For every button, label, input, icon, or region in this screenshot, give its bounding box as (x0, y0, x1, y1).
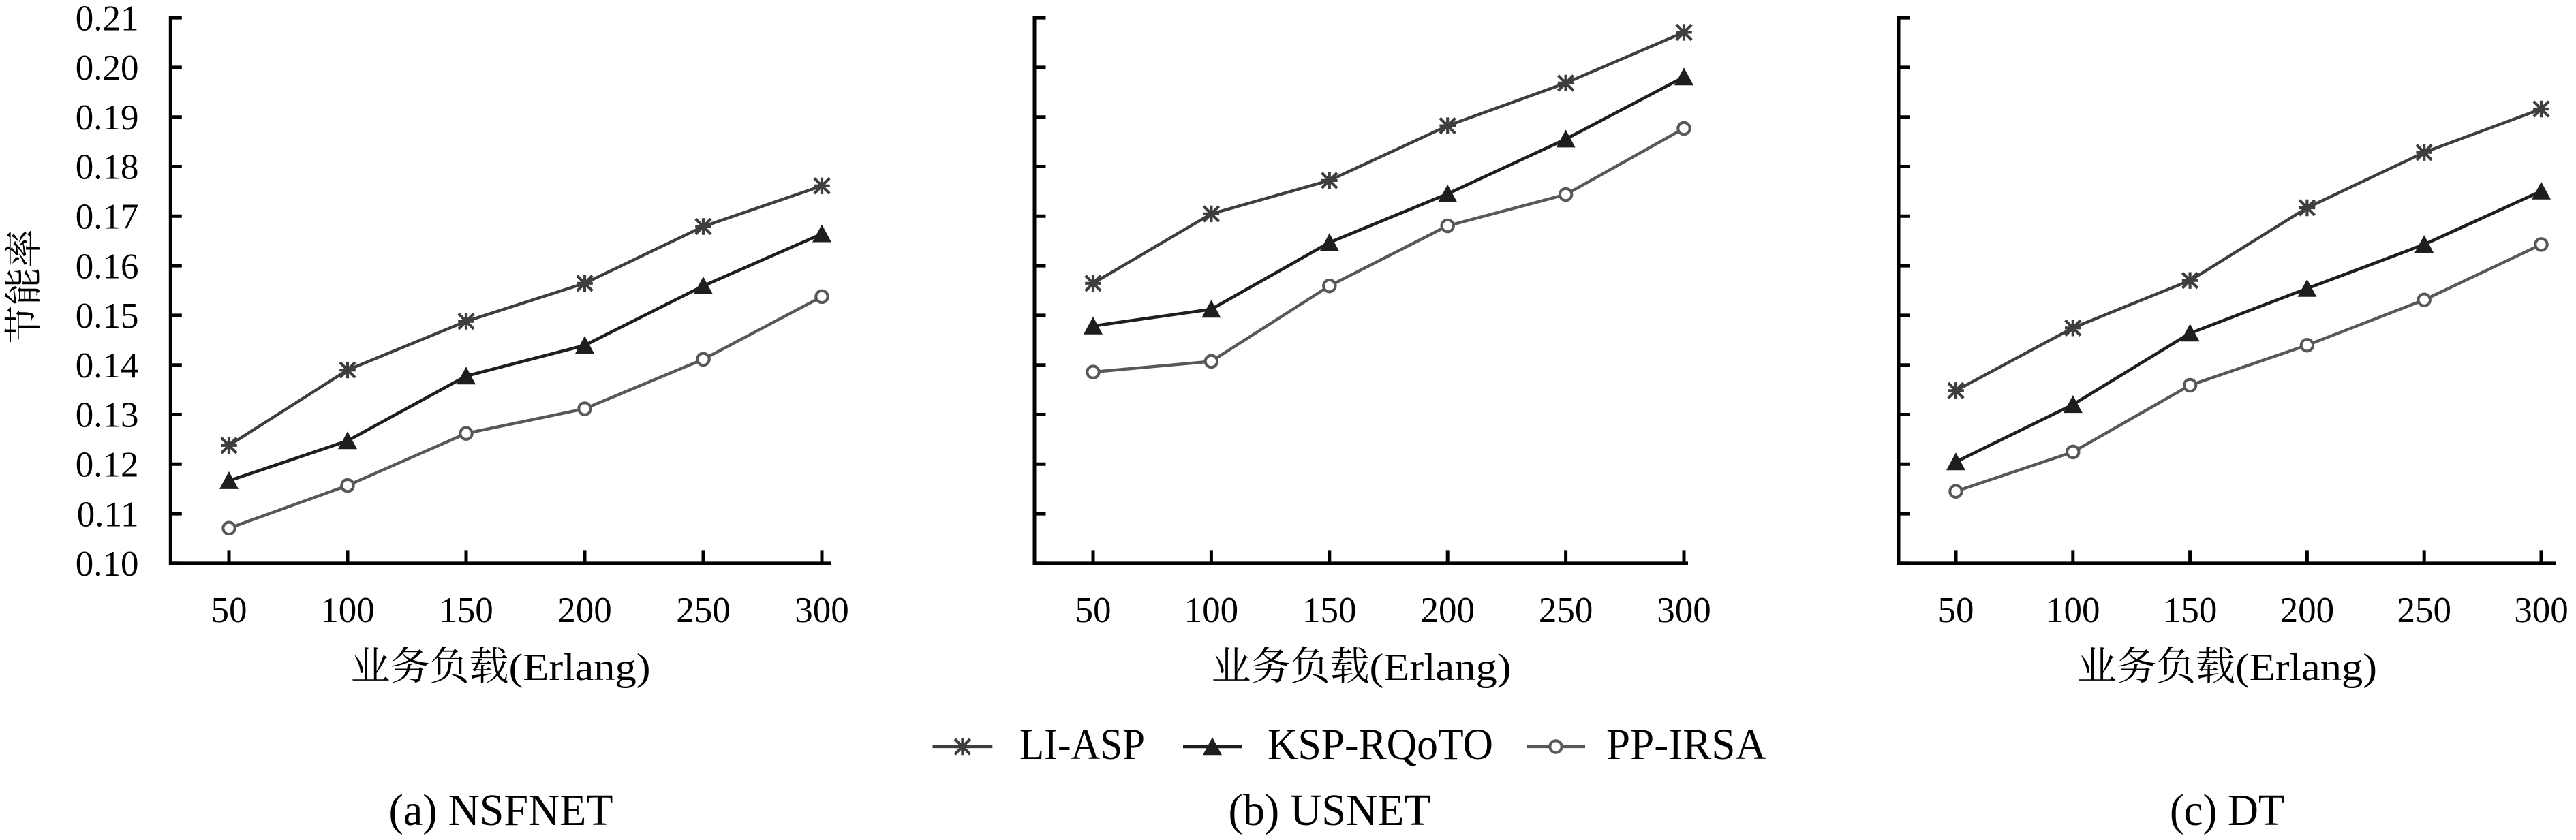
svg-text:300: 300 (795, 591, 849, 630)
svg-text:250: 250 (676, 591, 731, 630)
svg-text:250: 250 (1539, 591, 1593, 630)
svg-text:KSP-RQoTO: KSP-RQoTO (1268, 720, 1493, 769)
svg-text:0.11: 0.11 (77, 495, 139, 534)
svg-text:0.13: 0.13 (76, 396, 139, 435)
svg-text:0.17: 0.17 (76, 198, 139, 237)
svg-text:100: 100 (320, 591, 375, 630)
svg-text:LI-ASP: LI-ASP (1019, 720, 1145, 769)
svg-text:(Erlang): (Erlang) (2235, 647, 2377, 689)
svg-text:0.12: 0.12 (76, 446, 139, 485)
svg-text:0.14: 0.14 (76, 346, 139, 386)
svg-text:50: 50 (211, 591, 247, 630)
svg-text:PP-IRSA: PP-IRSA (1606, 720, 1766, 769)
svg-text:300: 300 (1657, 591, 1711, 630)
svg-text:200: 200 (2280, 591, 2335, 630)
svg-text:150: 150 (1302, 591, 1357, 630)
svg-text:300: 300 (2514, 591, 2569, 630)
svg-text:100: 100 (2046, 591, 2100, 630)
svg-text:0.18: 0.18 (76, 148, 139, 187)
svg-text:0.16: 0.16 (76, 247, 139, 286)
svg-text:0.20: 0.20 (76, 48, 139, 88)
svg-text:(a) NSFNET: (a) NSFNET (389, 785, 613, 835)
svg-text:50: 50 (1075, 591, 1111, 630)
svg-text:(Erlang): (Erlang) (509, 647, 651, 689)
svg-text:200: 200 (557, 591, 612, 630)
svg-text:(Erlang): (Erlang) (1370, 647, 1512, 689)
svg-text:(b) USNET: (b) USNET (1229, 785, 1431, 835)
svg-text:150: 150 (439, 591, 493, 630)
svg-text:150: 150 (2163, 591, 2218, 630)
svg-text:0.19: 0.19 (76, 98, 139, 138)
svg-text:(c) DT: (c) DT (2170, 785, 2284, 835)
svg-text:50: 50 (1938, 591, 1974, 630)
svg-text:200: 200 (1420, 591, 1475, 630)
svg-text:0.10: 0.10 (76, 544, 139, 584)
svg-text:250: 250 (2397, 591, 2451, 630)
svg-text:0.15: 0.15 (76, 296, 139, 336)
svg-text:100: 100 (1184, 591, 1239, 630)
svg-text:0.21: 0.21 (76, 0, 139, 38)
